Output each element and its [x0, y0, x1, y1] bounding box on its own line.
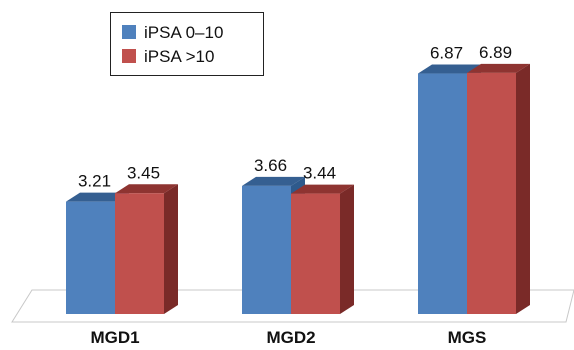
- x-tick-label: MGD2: [266, 328, 315, 347]
- bar-top-face: [115, 184, 178, 194]
- x-tick-label: MGD1: [90, 328, 139, 347]
- bar-side-face: [164, 184, 178, 314]
- data-label: 3.45: [127, 163, 160, 182]
- legend-label-series-2: iPSA >10: [144, 47, 215, 66]
- bar-mgs-series-2: [467, 63, 530, 314]
- bar-front-face: [66, 201, 115, 314]
- bar-front-face: [291, 193, 340, 314]
- bar-top-face: [242, 176, 305, 186]
- legend: iPSA 0–10 iPSA >10: [110, 12, 264, 76]
- legend-swatch-series-2: [122, 49, 136, 63]
- x-axis-labels: MGD1 MGD2 MGS: [90, 328, 486, 347]
- data-label: 3.66: [254, 156, 287, 175]
- data-label: 6.89: [479, 43, 512, 62]
- bar-top-face: [291, 184, 354, 194]
- data-label: 6.87: [430, 44, 463, 63]
- bar-front-face: [115, 193, 164, 314]
- bar-side-face: [340, 184, 354, 314]
- bar-top-face: [66, 192, 129, 202]
- legend-swatch-series-1: [122, 25, 136, 39]
- bar-front-face: [242, 185, 291, 314]
- bar-mgd2-series-2: [291, 184, 354, 314]
- legend-item-series-1: iPSA 0–10: [122, 22, 223, 44]
- bar-front-face: [418, 73, 467, 314]
- bar-mgd1-series-2: [115, 184, 178, 314]
- bar-side-face: [516, 63, 530, 314]
- bar-top-face: [418, 64, 481, 74]
- bars: [66, 63, 530, 314]
- data-label: 3.21: [78, 172, 111, 191]
- data-label: 3.44: [303, 164, 336, 183]
- legend-label-series-1: iPSA 0–10: [144, 23, 224, 42]
- legend-item-series-2: iPSA >10: [122, 46, 214, 68]
- x-tick-label: MGS: [448, 328, 487, 347]
- bar-top-face: [467, 63, 530, 73]
- bar-front-face: [467, 72, 516, 314]
- data-labels: 3.21 3.45 3.66 3.44 6.87 6.89: [78, 43, 512, 191]
